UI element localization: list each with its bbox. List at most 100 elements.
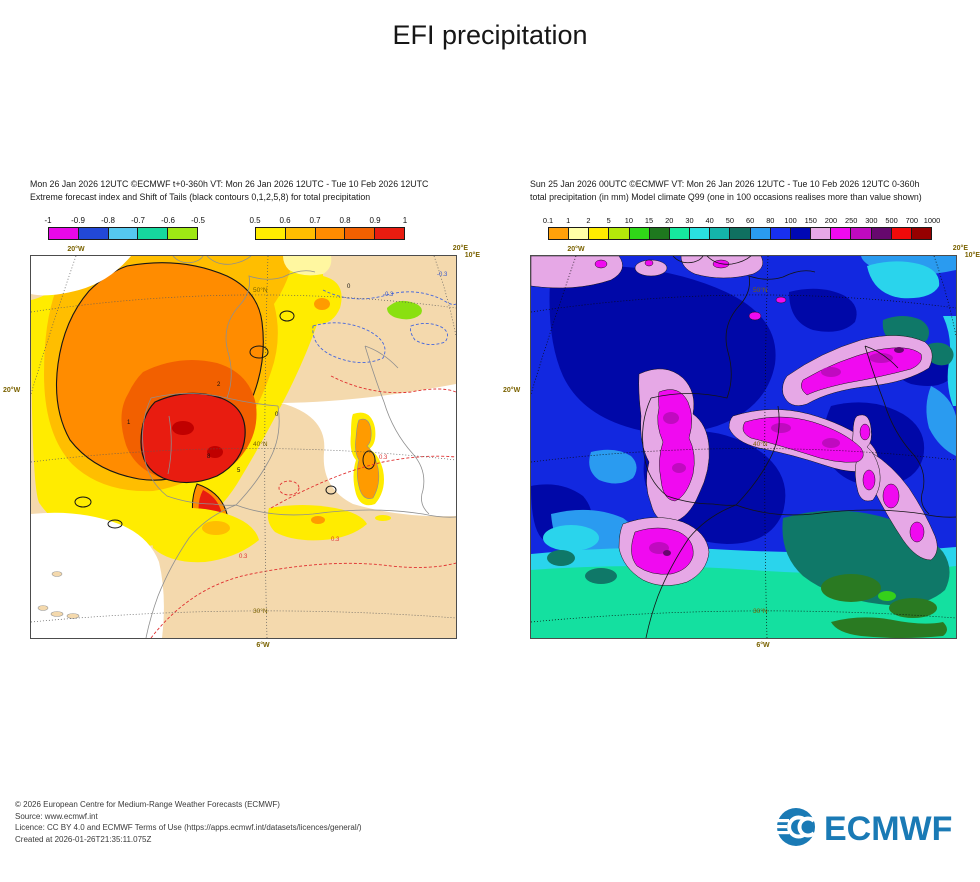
climate-grid-label-corner-lower: 10°E xyxy=(964,252,980,259)
colorbar-tick-label: -0.5 xyxy=(191,216,205,225)
map-annotation-label: 40°N xyxy=(253,440,268,448)
efi-header-line1: Mon 26 Jan 2026 12UTC ©ECMWF t+0-360h VT… xyxy=(30,179,429,189)
colorbar-cell xyxy=(138,228,169,239)
colorbar-cell xyxy=(78,228,109,239)
map-annotation-label: -0.3 xyxy=(383,292,394,298)
precip-250-300-deepmagenta xyxy=(649,353,893,554)
climate-grid-label-top: 20°W xyxy=(567,246,585,253)
map-annotation-label: 50°N xyxy=(253,286,268,294)
colorbar-tick-label: 5 xyxy=(606,216,611,225)
map-annotation-label: 0 xyxy=(275,412,279,418)
colorbar-cell xyxy=(831,228,852,239)
colorbar-tick-label: 0.5 xyxy=(249,216,261,225)
ecmwf-logo: ECMWF xyxy=(774,806,964,855)
colorbar-cell xyxy=(589,228,610,239)
map-annotation-label: 0.3 xyxy=(331,537,340,543)
climate-grid-label-left: 20°W xyxy=(503,387,521,394)
graticule xyxy=(31,256,456,638)
efi-secondary-shading xyxy=(152,256,422,563)
colorbar-cell xyxy=(285,228,316,239)
colorbar-tick-label: 200 xyxy=(824,216,838,225)
efi-header-line2: Extreme forecast index and Shift of Tail… xyxy=(30,191,371,202)
colorbar-tick-label: 20 xyxy=(665,216,674,225)
colorbar-tick-label: 100 xyxy=(784,216,797,225)
colorbar-cell xyxy=(609,228,630,239)
colorbar-cell xyxy=(375,228,404,239)
colorbar-tick-label: -0.8 xyxy=(101,216,115,225)
colorbar-cell xyxy=(891,228,912,239)
colorbar-tick-labels: -1 -0.9 -0.8 -0.7 -0.6 -0.5 xyxy=(44,216,204,227)
colorbar-tick-labels: 0.5 0.6 0.7 0.8 0.9 1 xyxy=(249,216,408,227)
colorbar-tick-label: 30 xyxy=(685,216,694,225)
colorbar-cell xyxy=(49,228,79,239)
colorbar-cell xyxy=(168,228,197,239)
colorbar-cell xyxy=(669,228,691,239)
efi-grid-label-top: 20°W xyxy=(67,246,85,253)
efi-grid-label-corner-lower: 10°E xyxy=(464,252,480,259)
precip-15-20-darkgreen xyxy=(821,574,947,638)
map-annotation-label: 0 xyxy=(347,284,351,290)
colorbar-tick-label: -0.9 xyxy=(71,216,85,225)
ecmwf-logo-graphic: ECMWF xyxy=(775,808,952,848)
map-annotation-label: 50°N xyxy=(753,286,768,294)
climate-map-frame: 20°W 20°W 6°W 20°E 10°E xyxy=(503,245,980,649)
map-annotation-label: 8 xyxy=(207,454,211,460)
colorbar-tick-labels: 0.1 1 2 5 10 15 20 30 40 50 60 80 100 150 200 250 300 500… xyxy=(543,216,940,227)
footer-source: Source: www.ecmwf.int xyxy=(15,811,98,821)
map-annotation-label: -0.3 xyxy=(437,272,448,278)
colorbar-tick-label: 0.9 xyxy=(369,216,381,225)
map-annotation-label: 1 xyxy=(127,420,131,426)
colorbar-tick-label: 1 xyxy=(566,216,571,225)
colorbar-cell xyxy=(569,228,590,239)
colorbar-tick-label: -0.6 xyxy=(161,216,175,225)
efi-map-frame: 20°W 20°W 6°W 20°E 10°E xyxy=(3,245,480,649)
colorbar-tick-label: 1 xyxy=(402,216,408,225)
colorbar-cell xyxy=(315,228,346,239)
colorbar-cell xyxy=(871,228,892,239)
efi-colorbar-positive: 0.5 0.6 0.7 0.8 0.9 1 xyxy=(249,216,408,240)
climate-grid-label-corner-upper: 20°E xyxy=(952,245,968,252)
colorbar-tick-label: 150 xyxy=(804,216,817,225)
colorbar-cell xyxy=(811,228,832,239)
colorbar-tick-label: 2 xyxy=(586,216,591,225)
climate-panel: Sun 25 Jan 2026 00UTC ©ECMWF VT: Mon 26 … xyxy=(503,178,980,649)
map-annotation-label: 2 xyxy=(217,382,221,388)
colorbar-cells xyxy=(48,227,198,240)
colorbar-tick-label: 250 xyxy=(844,216,858,225)
colorbar-tick-label: 0.6 xyxy=(279,216,291,225)
colorbar-tick-label: 0.7 xyxy=(309,216,321,225)
climate-map-annotations: 50°N 40°N 30°N xyxy=(753,286,768,615)
colorbar-tick-label: 700 xyxy=(905,216,918,225)
map-annotation-label: 30°N xyxy=(753,607,768,615)
colorbar-cells xyxy=(255,227,405,240)
ocean-white xyxy=(31,256,456,638)
efi-grid-label-corner-upper: 20°E xyxy=(452,245,468,252)
colorbar-tick-label: -0.7 xyxy=(131,216,145,225)
colorbar-tick-label: 0.1 xyxy=(542,216,554,225)
colorbar-cell xyxy=(770,228,791,239)
colorbar-tick-label: 300 xyxy=(865,216,878,225)
climate-header-line2: total precipitation (in mm) Model climat… xyxy=(530,191,922,202)
colorbar-tick-label: 80 xyxy=(766,216,775,225)
colorbar-cell xyxy=(690,228,711,239)
ecmwf-logo-icon xyxy=(775,808,816,846)
coastlines xyxy=(642,256,956,638)
black-contours xyxy=(74,310,376,529)
footer-licence: Licence: CC BY 4.0 and ECMWF Terms of Us… xyxy=(15,823,362,832)
colorbar-cell xyxy=(851,228,872,239)
colorbar-cell xyxy=(629,228,650,239)
efi-grid-label-bottom: 6°W xyxy=(256,642,270,649)
red-dashed-contours xyxy=(150,375,456,638)
climate-header-line1: Sun 25 Jan 2026 00UTC ©ECMWF VT: Mon 26 … xyxy=(530,179,920,189)
colorbar-tick-label: 0.8 xyxy=(339,216,351,225)
colorbar-cell xyxy=(730,228,751,239)
footer-created: Created at 2026-01-26T21:35:11.075Z xyxy=(15,834,152,844)
efi-colorbar-negative: -1 -0.9 -0.8 -0.7 -0.6 -0.5 xyxy=(44,216,205,240)
efi-shading xyxy=(31,256,324,555)
colorbar-tick-label: 60 xyxy=(745,216,755,225)
map-annotation-label: 5 xyxy=(237,468,241,474)
colorbar-cell xyxy=(108,228,139,239)
colorbar-cell xyxy=(345,228,376,239)
colorbar-tick-label: 1000 xyxy=(923,216,941,225)
efi-panel: Mon 26 Jan 2026 12UTC ©ECMWF t+0-360h VT… xyxy=(3,178,480,649)
